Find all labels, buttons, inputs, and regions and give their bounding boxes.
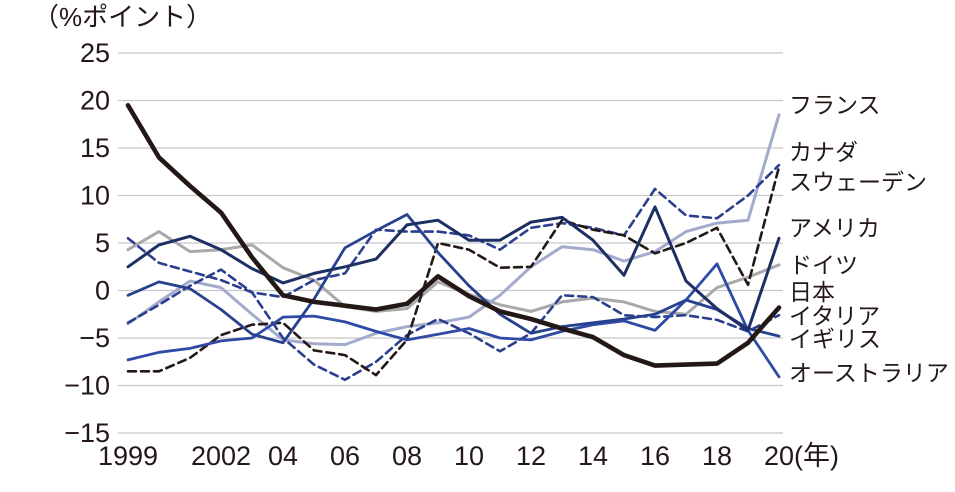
y-axis-tick-−10: −10 xyxy=(64,371,110,401)
x-axis-tick-2020: 20(年) xyxy=(764,441,839,471)
x-axis-tick-2018: 18 xyxy=(702,441,732,471)
series-label-日本: 日本 xyxy=(789,279,835,305)
axis-unit-title: （%ポイント） xyxy=(33,2,212,32)
x-axis-tick-2002: 2002 xyxy=(191,441,251,471)
x-axis-tick-2016: 16 xyxy=(640,441,670,471)
series-label-フランス: フランス xyxy=(789,92,881,118)
series-line-オーストラリア xyxy=(126,262,781,379)
y-axis-tick-20: 20 xyxy=(80,86,110,116)
y-axis-tick-−5: −5 xyxy=(79,323,110,353)
y-axis-tick-10: 10 xyxy=(80,181,110,211)
y-axis-tick-0: 0 xyxy=(95,276,110,306)
series-line-日本 xyxy=(125,103,782,368)
series-line-カナダ xyxy=(126,163,781,299)
series-line-イギリス xyxy=(126,213,781,345)
y-axis-tick-5: 5 xyxy=(95,228,110,258)
y-axis-tick-15: 15 xyxy=(80,133,110,163)
series-label-カナダ: カナダ xyxy=(789,139,858,165)
series-label-イギリス: イギリス xyxy=(789,326,881,352)
series-line-スウェーデン xyxy=(126,165,781,377)
series-label-オーストラリア: オーストラリア xyxy=(789,360,949,386)
y-axis-tick-25: 25 xyxy=(80,38,110,68)
x-axis-tick-2006: 06 xyxy=(330,441,360,471)
x-axis-tick-2008: 08 xyxy=(392,441,422,471)
x-axis-tick-1999: 1999 xyxy=(98,441,158,471)
x-axis-tick-2012: 12 xyxy=(516,441,546,471)
x-axis-tick-2010: 10 xyxy=(454,441,484,471)
series-label-イタリア: イタリア xyxy=(789,303,880,329)
series-line-アメリカ xyxy=(126,205,781,332)
series-label-アメリカ: アメリカ xyxy=(789,215,880,241)
x-axis-tick-2004: 04 xyxy=(268,441,298,471)
series-label-ドイツ: ドイツ xyxy=(789,252,858,278)
series-label-スウェーデン: スウェーデン xyxy=(789,169,927,195)
y-axis-tick-−15: −15 xyxy=(64,418,110,448)
x-axis-tick-2014: 14 xyxy=(578,441,608,471)
